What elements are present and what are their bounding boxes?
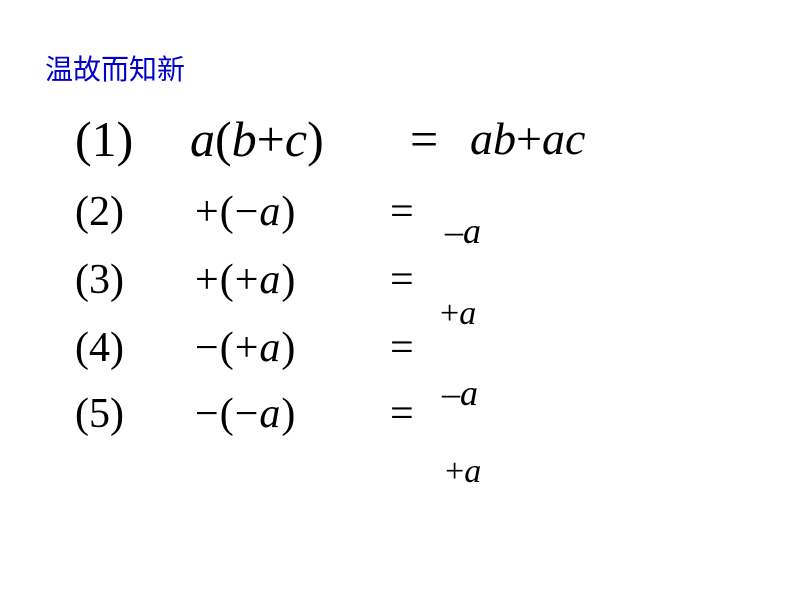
answer-5: +a (445, 453, 481, 491)
equation-row-3: (3) +(+a) = (75, 256, 438, 304)
equation-number-3: (3) (75, 256, 195, 304)
equation-equals-2: = (390, 188, 414, 236)
equation-number-5: (5) (75, 390, 195, 438)
equation-equals-1: = (410, 110, 438, 168)
equation-row-4: (4) −(+a) = (75, 324, 438, 372)
equation-number-2: (2) (75, 188, 195, 236)
answer-2: –a (445, 210, 481, 252)
answer-4: –a (442, 372, 478, 414)
equation-row-5: (5) −(−a) = (75, 390, 438, 438)
equations-container: (1) a(b+c) = (2) +(−a) = (3) +(+a) = (4)… (75, 110, 438, 438)
equation-row-1: (1) a(b+c) = (75, 110, 438, 168)
equation-number-1: (1) (75, 110, 190, 168)
equation-lhs-3: +(+a) (195, 256, 390, 304)
equation-lhs-2: +(−a) (195, 188, 390, 236)
equation-equals-5: = (390, 390, 414, 438)
answer-3: +a (440, 295, 476, 333)
equation-equals-3: = (390, 256, 414, 304)
equation-number-4: (4) (75, 324, 195, 372)
answer-1: ab+ac (470, 112, 585, 165)
page-title: 温故而知新 (45, 48, 185, 88)
equation-lhs-4: −(+a) (195, 324, 390, 372)
equation-lhs-5: −(−a) (195, 390, 390, 438)
equation-row-2: (2) +(−a) = (75, 188, 438, 236)
equation-lhs-1: a(b+c) (190, 110, 410, 168)
equation-equals-4: = (390, 324, 414, 372)
